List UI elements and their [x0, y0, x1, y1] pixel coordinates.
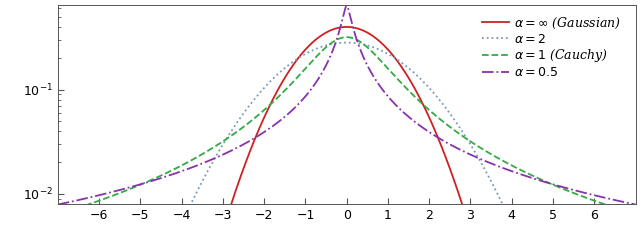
- $\alpha = \infty$ (Gaussian): [308, 41, 316, 44]
- $\alpha = 2$: [343, 41, 351, 44]
- $\alpha = 2$: [288, 61, 295, 64]
- $\alpha = 2$: [451, 119, 459, 122]
- $\alpha = 0.5$: [343, 4, 351, 7]
- $\alpha = 1$ (Cauchy): [343, 36, 351, 39]
- $\alpha = 0.5$: [308, 86, 316, 89]
- $\alpha = 2$: [516, 239, 523, 240]
- $\alpha = 1$ (Cauchy): [54, 213, 62, 216]
- Line: $\alpha = 0.5$: $\alpha = 0.5$: [58, 6, 636, 204]
- Legend: $\alpha = \infty$ (Gaussian), $\alpha = 2$, $\alpha = 1$ (Cauchy), $\alpha = 0.5: $\alpha = \infty$ (Gaussian), $\alpha = …: [479, 13, 623, 82]
- $\alpha = 0.5$: [451, 146, 459, 149]
- $\alpha = 1$ (Cauchy): [308, 60, 316, 62]
- $\alpha = 1$ (Cauchy): [288, 82, 295, 85]
- $\alpha = 1$ (Cauchy): [505, 162, 513, 165]
- $\alpha = 0.5$: [505, 169, 513, 172]
- $\alpha = 0.5$: [288, 109, 295, 112]
- $\alpha = 1$ (Cauchy): [113, 193, 121, 196]
- Line: $\alpha = \infty$ (Gaussian): $\alpha = \infty$ (Gaussian): [58, 27, 636, 240]
- Line: $\alpha = 2$: $\alpha = 2$: [58, 43, 636, 240]
- $\alpha = 2$: [505, 216, 513, 219]
- $\alpha = 0.5$: [516, 172, 523, 175]
- $\alpha = 0.5$: [54, 203, 62, 206]
- $\alpha = \infty$ (Gaussian): [343, 25, 351, 28]
- $\alpha = \infty$ (Gaussian): [451, 182, 459, 185]
- $\alpha = 1$ (Cauchy): [451, 129, 459, 132]
- $\alpha = 1$ (Cauchy): [632, 213, 639, 216]
- $\alpha = 1$ (Cauchy): [516, 168, 523, 171]
- $\alpha = 0.5$: [632, 203, 639, 206]
- $\alpha = 0.5$: [113, 189, 121, 192]
- $\alpha = \infty$ (Gaussian): [288, 66, 295, 69]
- Line: $\alpha = 1$ (Cauchy): $\alpha = 1$ (Cauchy): [58, 37, 636, 214]
- $\alpha = 2$: [308, 49, 316, 52]
